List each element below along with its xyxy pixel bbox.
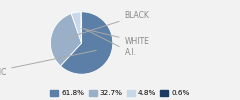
Wedge shape: [60, 12, 113, 74]
Legend: 61.8%, 32.7%, 4.8%, 0.6%: 61.8%, 32.7%, 4.8%, 0.6%: [50, 90, 190, 96]
Wedge shape: [50, 14, 82, 66]
Wedge shape: [80, 12, 82, 43]
Text: BLACK: BLACK: [66, 11, 149, 38]
Text: WHITE: WHITE: [81, 28, 149, 46]
Text: A.I.: A.I.: [84, 29, 137, 57]
Text: HISPANIC: HISPANIC: [0, 50, 96, 77]
Wedge shape: [71, 12, 82, 43]
